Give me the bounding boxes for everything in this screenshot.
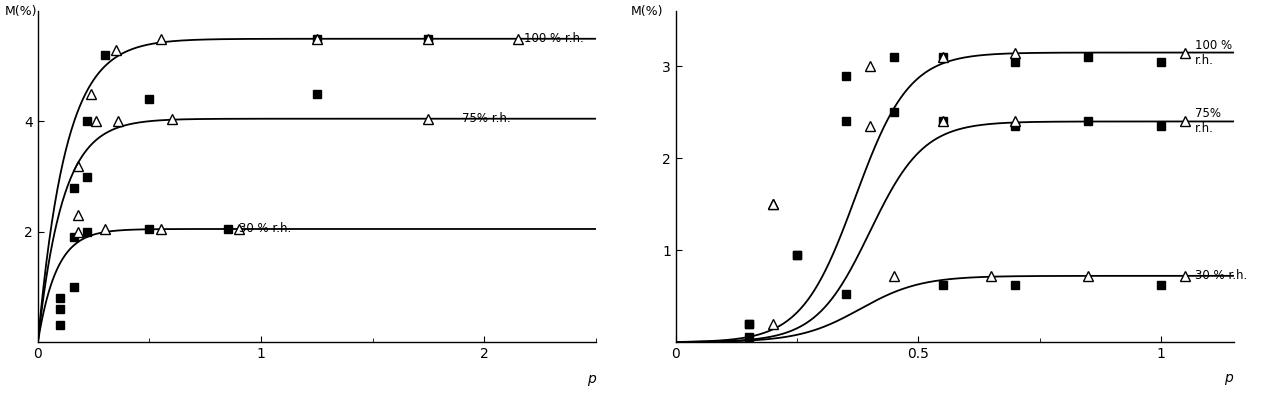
- Text: 75%
r.h.: 75% r.h.: [1195, 107, 1220, 135]
- Text: 30 % r.h.: 30 % r.h.: [1195, 269, 1247, 282]
- Text: p: p: [587, 372, 596, 386]
- Text: p: p: [1224, 371, 1233, 386]
- Y-axis label: M(%): M(%): [4, 5, 37, 18]
- Y-axis label: M(%): M(%): [632, 5, 663, 18]
- Text: 30 % r.h.: 30 % r.h.: [239, 222, 291, 235]
- Text: 100 %
r.h.: 100 % r.h.: [1195, 39, 1232, 66]
- Text: 75% r.h.: 75% r.h.: [462, 112, 510, 125]
- Text: 100 % r.h.: 100 % r.h.: [524, 32, 584, 45]
